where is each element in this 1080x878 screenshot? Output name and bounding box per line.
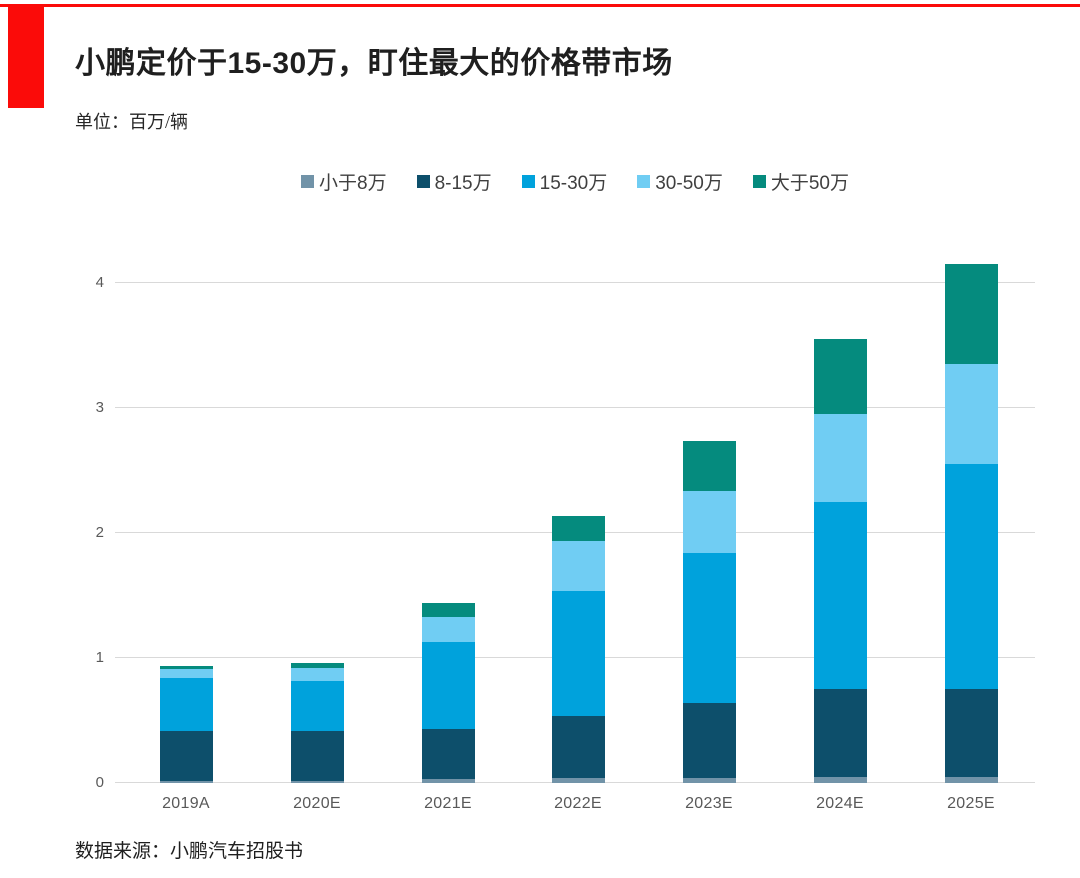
x-axis-tick-label: 2025E (947, 795, 995, 812)
bar-segment (421, 603, 475, 617)
bar-segment (290, 730, 344, 781)
gridline-y4 (115, 282, 1035, 283)
bar-segment (813, 689, 867, 777)
x-axis-tick-label: 2023E (685, 795, 733, 812)
bar-segment (813, 501, 867, 690)
x-axis-tick-label: 2022E (554, 795, 602, 812)
legend-item: 15-30万 (521, 168, 608, 195)
chart-title: 小鹏定价于15-30万，盯住最大的价格带市场 (75, 47, 673, 80)
bar-segment (290, 780, 344, 783)
bar-segment (551, 540, 605, 591)
bar-segment (682, 490, 736, 553)
x-axis-tick-label: 2019A (162, 795, 210, 812)
top-red-rule (0, 4, 1080, 7)
bar-segment (421, 616, 475, 642)
x-axis-tick-label: 2021E (424, 795, 472, 812)
bar-segment (682, 778, 736, 783)
legend-label: 8-15万 (434, 173, 492, 194)
legend-label: 15-30万 (539, 173, 608, 194)
stacked-bar-2025E (944, 264, 998, 783)
bar-segment (159, 780, 213, 783)
stacked-bar-2024E (813, 339, 867, 783)
y-axis-tick-label: 1 (95, 649, 104, 666)
chart-legend: 小于8万 8-15万 15-30万 30-50万 大于50万 (115, 168, 1035, 195)
x-axis-tick-label: 2020E (293, 795, 341, 812)
bar-segment (682, 703, 736, 778)
bar-segment (290, 680, 344, 731)
legend-swatch-icon (637, 175, 651, 188)
legend-item: 大于50万 (752, 168, 849, 195)
bar-segment (813, 776, 867, 783)
stacked-bar-2020E (290, 663, 344, 783)
legend-item: 小于8万 (301, 168, 387, 195)
bar-segment (551, 715, 605, 778)
bar-segment (159, 678, 213, 731)
unit-label: 单位：百万/辆 (75, 112, 189, 132)
x-axis-tick-label: 2024E (816, 795, 864, 812)
legend-label: 大于50万 (770, 173, 849, 194)
bar-segment (421, 779, 475, 783)
bar-segment (290, 663, 344, 668)
bar-segment (159, 730, 213, 781)
y-axis-tick-label: 3 (95, 399, 104, 416)
bar-segment (421, 641, 475, 730)
stacked-bar-plot: 0 1 2 3 4 2019A 2020E 2021E 2022E 2023E 2024E 2025E (96, 240, 1035, 812)
bar-segment (159, 669, 213, 678)
bar-segment (551, 590, 605, 716)
bar-segment (551, 778, 605, 783)
y-axis-tick-label: 0 (95, 774, 104, 791)
legend-swatch-icon (521, 175, 535, 188)
red-accent-block (8, 7, 44, 108)
stacked-bar-2021E (421, 603, 475, 783)
bar-segment (682, 440, 736, 491)
stacked-bar-2022E (551, 515, 605, 783)
bar-segment (813, 414, 867, 502)
legend-label: 30-50万 (655, 173, 723, 194)
stacked-bar-2019A (159, 665, 213, 783)
bar-segment (944, 464, 998, 690)
bar-segment (159, 665, 213, 670)
gridline-y3 (115, 407, 1035, 408)
bar-segment (944, 689, 998, 777)
bar-segment (551, 515, 605, 541)
stacked-bar-2023E (682, 440, 736, 783)
legend-item: 30-50万 (637, 168, 723, 195)
bar-segment (944, 776, 998, 783)
bar-segment (682, 553, 736, 703)
legend-swatch-icon (301, 175, 315, 188)
legend-swatch-icon (416, 175, 430, 188)
bar-segment (944, 364, 998, 465)
bar-segment (421, 729, 475, 780)
data-source: 数据来源：小鹏汽车招股书 (75, 841, 304, 862)
legend-swatch-icon (752, 175, 766, 188)
y-axis-tick-label: 4 (95, 274, 104, 291)
legend-item: 8-15万 (416, 168, 492, 195)
bar-segment (944, 264, 998, 365)
legend-label: 小于8万 (319, 173, 387, 194)
bar-segment (290, 668, 344, 681)
y-axis-tick-label: 2 (95, 524, 104, 541)
bar-segment (813, 339, 867, 415)
